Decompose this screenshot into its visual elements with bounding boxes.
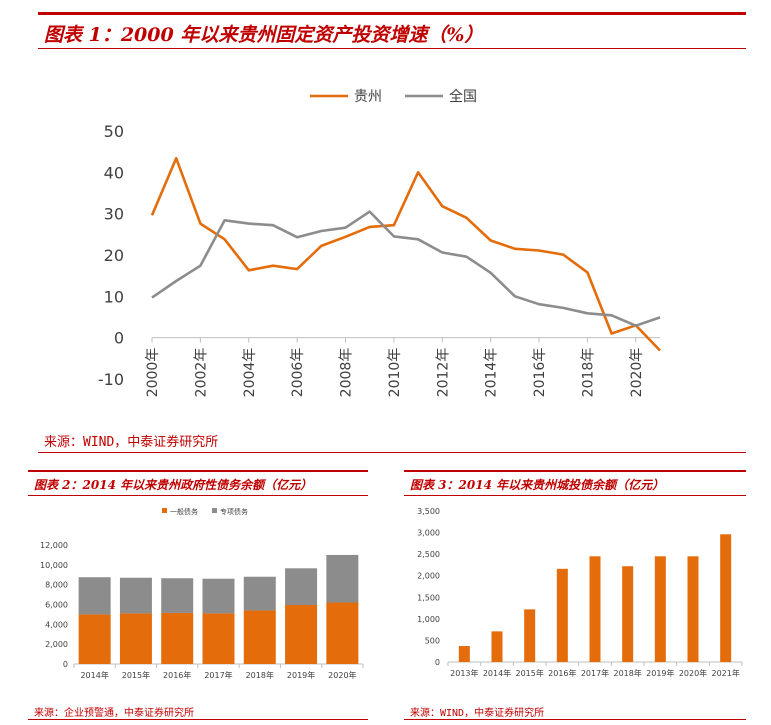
legend-swatch (212, 508, 217, 513)
x-tick-label: 2019年 (646, 668, 674, 678)
y-tick-label: 30 (104, 205, 124, 224)
x-tick-label: 2020年 (328, 670, 356, 680)
x-tick-label: 2021年 (711, 668, 739, 678)
y-tick-label: -10 (98, 370, 124, 389)
bar-2018年 (622, 566, 634, 662)
x-tick-label: 2014年 (483, 668, 511, 678)
x-tick-label: 2017年 (204, 670, 232, 680)
x-tick-label: 2018年 (580, 348, 596, 398)
bar-2014年 (491, 631, 503, 662)
x-tick-label: 2014年 (484, 348, 500, 398)
y-tick-label: 40 (104, 163, 124, 182)
y-tick-label: 2,500 (417, 550, 440, 559)
x-tick-label: 2018年 (246, 670, 274, 680)
bar-专项债务-2017年 (202, 578, 235, 614)
y-tick-label: 0 (435, 658, 440, 667)
bar-2013年 (458, 646, 470, 662)
bar-2017年 (589, 556, 601, 662)
figure2-stacked-bar-chart: 0 2,000 4,000 6,000 8,000 10,000 12,000 2014年 20… (40, 507, 364, 680)
y-tick-label: 3,000 (417, 529, 440, 538)
y-tick-label: 0 (114, 329, 124, 348)
y-tick-label: 1,000 (417, 615, 440, 624)
bar-专项债务-2015年 (119, 577, 152, 614)
figure2-title-rule (28, 495, 368, 496)
figure3-bar-chart: 0 500 1,000 1,500 2,000 2,500 3,000 3,500 2013年 2… (417, 507, 743, 678)
bar-2019年 (654, 556, 666, 662)
bar-专项债务-2016年 (161, 578, 194, 613)
series-line-贵州 (150, 157, 661, 352)
figure1-source: 来源：WIND，中泰证券研究所 (44, 435, 219, 450)
figure3-title: 图表 3：2014 年以来贵州城投债余额（亿元） (410, 478, 665, 492)
bar-一般债务-2016年 (161, 612, 194, 664)
figure2-top-rule (28, 470, 368, 472)
y-tick-label: 2,000 (45, 640, 68, 649)
figure2-source: 来源：企业预警通，中泰证券研究所 (34, 708, 194, 719)
x-tick-label: 2017年 (581, 668, 609, 678)
x-tick-label: 2015年 (122, 670, 150, 680)
x-tick-label: 2019年 (287, 670, 315, 680)
bar-一般债务-2020年 (326, 602, 359, 664)
figure3-title-rule (404, 495, 746, 496)
bar-专项债务-2018年 (243, 576, 276, 611)
bar-一般债务-2015年 (119, 613, 152, 664)
y-tick-label: 0 (63, 660, 68, 669)
x-tick-label: 2016年 (548, 668, 576, 678)
figure2-title: 图表 2：2014 年以来贵州政府性债务余额（亿元） (34, 478, 313, 492)
x-tick-label: 2008年 (339, 348, 355, 398)
figure3-bottom-rule (404, 719, 746, 720)
figure1-title: 图表 1：2000 年以来贵州固定资产投资增速（%） (44, 24, 484, 46)
x-tick-label: 2016年 (532, 348, 548, 398)
figure3-source: 来源：WIND，中泰证券研究所 (410, 708, 545, 719)
legend-swatch (162, 508, 167, 513)
bar-专项债务-2014年 (78, 577, 111, 615)
bar-专项债务-2019年 (285, 568, 318, 605)
figure1-bottom-rule (38, 452, 746, 453)
y-tick-label: 1,500 (417, 593, 440, 602)
legend-label: 专项债务 (220, 507, 248, 516)
y-tick-label: 12,000 (40, 541, 68, 550)
figure2-bottom-rule (28, 719, 368, 720)
figure1-title-rule (38, 48, 746, 49)
x-tick-label: 2014年 (80, 670, 108, 680)
bar-一般债务-2019年 (285, 604, 318, 664)
y-tick-label: 3,500 (417, 507, 440, 516)
legend-label: 一般债务 (170, 507, 198, 516)
figure1-line-chart: -10 0 10 20 30 40 50 2000年 2002年 2004年 2006年 2008年 2… (98, 88, 661, 398)
bar-专项债务-2020年 (326, 554, 359, 603)
x-tick-label: 2004年 (242, 348, 258, 398)
y-tick-label: 2,000 (417, 572, 440, 581)
y-tick-label: 8,000 (45, 581, 68, 590)
bar-2016年 (556, 568, 568, 662)
legend-label: 全国 (449, 88, 477, 105)
y-tick-label: 500 (425, 636, 440, 645)
y-tick-label: 20 (104, 246, 124, 265)
legend-label: 贵州 (354, 89, 382, 105)
figure1-top-rule (38, 12, 746, 15)
bar-一般债务-2018年 (243, 610, 276, 664)
bar-一般债务-2017年 (202, 613, 235, 664)
bar-2020年 (687, 556, 699, 662)
x-tick-label: 2020年 (629, 348, 645, 398)
y-tick-label: 4,000 (45, 620, 68, 629)
x-tick-label: 2016年 (163, 670, 191, 680)
x-tick-label: 2006年 (290, 348, 306, 398)
x-tick-label: 2010年 (387, 348, 403, 398)
bar-一般债务-2014年 (78, 614, 111, 664)
x-tick-label: 2015年 (515, 668, 543, 678)
bar-2015年 (524, 609, 536, 662)
x-tick-label: 2002年 (193, 348, 209, 398)
x-tick-label: 2020年 (679, 668, 707, 678)
series-line-全国 (151, 210, 661, 328)
y-tick-label: 50 (104, 122, 124, 141)
x-tick-label: 2018年 (613, 668, 641, 678)
y-tick-label: 10,000 (40, 561, 68, 570)
bar-2021年 (720, 534, 732, 662)
x-tick-label: 2013年 (450, 668, 478, 678)
x-tick-label: 2012年 (435, 348, 451, 398)
x-tick-label: 2000年 (145, 348, 161, 398)
figure3-top-rule (404, 470, 746, 472)
y-tick-label: 6,000 (45, 601, 68, 610)
y-tick-label: 10 (104, 287, 124, 306)
